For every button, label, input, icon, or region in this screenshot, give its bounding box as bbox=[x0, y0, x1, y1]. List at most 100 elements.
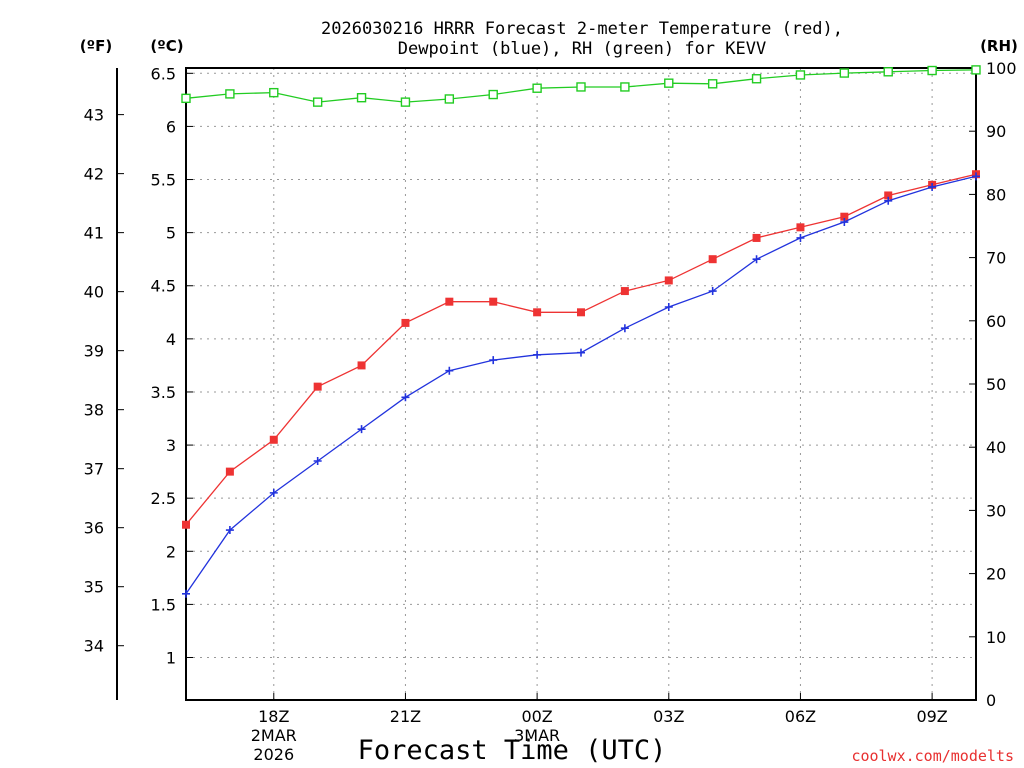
rh-tick-label: 90 bbox=[986, 122, 1006, 141]
fahrenheit-tick-label: 36 bbox=[84, 519, 104, 538]
temperature-point bbox=[752, 233, 761, 242]
x-tick-label: 21Z bbox=[390, 707, 421, 726]
x-axis-title: Forecast Time (UTC) bbox=[358, 735, 667, 766]
celsius-tick-label: 6 bbox=[166, 117, 176, 136]
x-tick-label: 2MAR bbox=[251, 726, 297, 745]
series-rh bbox=[181, 65, 981, 107]
celsius-tick-label: 1.5 bbox=[151, 595, 176, 614]
axes: 1 1.5 2 2.5 3 3.5 4 4.5 5 5.5 6 6.5 34 35 36 37 38 39 40 41… bbox=[84, 59, 1017, 764]
rh-point bbox=[356, 93, 367, 103]
rh-point bbox=[883, 67, 893, 77]
rh-point bbox=[225, 89, 235, 99]
temperature-point bbox=[796, 223, 805, 232]
temperature-point bbox=[313, 382, 322, 391]
temperature-point bbox=[884, 191, 893, 200]
celsius-tick-label: 5.5 bbox=[151, 171, 176, 190]
fahrenheit-tick-label: 42 bbox=[84, 165, 104, 184]
dewpoint-line bbox=[185, 175, 977, 595]
rh-tick-label: 20 bbox=[986, 565, 1006, 584]
fahrenheit-tick-label: 41 bbox=[84, 224, 104, 243]
dewpoint-point bbox=[884, 196, 893, 205]
x-tick-label: 2026 bbox=[253, 745, 294, 764]
fahrenheit-unit-label: (ºF) bbox=[80, 37, 112, 55]
x-tick-label: 18Z bbox=[258, 707, 289, 726]
x-tick-label: 00Z bbox=[521, 707, 552, 726]
rh-point bbox=[576, 82, 586, 92]
temperature-point bbox=[708, 255, 717, 264]
x-tick-label: 03Z bbox=[653, 707, 684, 726]
plot-frame bbox=[185, 67, 977, 701]
celsius-tick-label: 3 bbox=[166, 436, 176, 455]
rh-point bbox=[400, 97, 411, 107]
temperature-point bbox=[489, 297, 498, 306]
temperature-point bbox=[577, 308, 585, 317]
dewpoint-point bbox=[401, 393, 410, 402]
celsius-tick-label: 5 bbox=[166, 224, 176, 243]
dewpoint-point bbox=[708, 287, 717, 296]
temperature-point bbox=[664, 276, 673, 285]
rh-point bbox=[751, 74, 762, 84]
dewpoint-point bbox=[269, 488, 278, 497]
celsius-tick-label: 3.5 bbox=[151, 383, 176, 402]
fahrenheit-tick-label: 35 bbox=[84, 578, 104, 597]
x-tick-label: 3MAR bbox=[514, 726, 560, 745]
chart-title-line1: 2026030216 HRRR Forecast 2-meter Tempera… bbox=[321, 19, 843, 39]
dewpoint-point bbox=[972, 172, 980, 181]
rh-tick-label: 80 bbox=[986, 185, 1006, 204]
celsius-tick-label: 2.5 bbox=[151, 489, 176, 508]
rh-tick-label: 50 bbox=[986, 375, 1006, 394]
dewpoint-point bbox=[182, 589, 190, 598]
temperature-point bbox=[269, 435, 278, 444]
dewpoint-point bbox=[577, 348, 585, 357]
series-temperature bbox=[182, 170, 980, 529]
dewpoint-point bbox=[752, 255, 761, 264]
rh-tick-label: 70 bbox=[986, 249, 1006, 268]
temperature-point bbox=[533, 308, 542, 317]
dewpoint-point bbox=[620, 324, 629, 333]
dewpoint-point bbox=[533, 350, 542, 359]
dewpoint-point bbox=[489, 356, 498, 365]
rh-point bbox=[181, 93, 191, 104]
fahrenheit-tick-label: 39 bbox=[84, 342, 104, 361]
dewpoint-point bbox=[928, 182, 937, 191]
temperature-point bbox=[225, 467, 234, 476]
chart-title-line2: Dewpoint (blue), RH (green) for KEVV bbox=[398, 39, 766, 59]
dewpoint-point bbox=[664, 302, 673, 311]
series-dewpoint bbox=[182, 172, 980, 598]
rh-tick-label: 30 bbox=[986, 501, 1006, 520]
fahrenheit-tick-label: 34 bbox=[84, 637, 104, 656]
temperature-point bbox=[445, 297, 454, 306]
dewpoint-point bbox=[357, 425, 366, 434]
rh-tick-label: 100 bbox=[986, 59, 1017, 78]
x-tick-label: 06Z bbox=[785, 707, 816, 726]
rh-point bbox=[312, 97, 323, 107]
temperature-point bbox=[620, 287, 629, 296]
rh-point bbox=[269, 87, 279, 98]
rh-point bbox=[971, 65, 981, 75]
celsius-tick-label: 2 bbox=[166, 542, 176, 561]
temperature-point bbox=[840, 212, 849, 221]
celsius-tick-label: 4 bbox=[166, 330, 176, 349]
dewpoint-point bbox=[313, 457, 322, 466]
x-tick-label: 09Z bbox=[916, 707, 947, 726]
credit-label: coolwx.com/modelts bbox=[851, 747, 1014, 765]
series-layer bbox=[181, 65, 981, 598]
rh-point bbox=[839, 68, 850, 78]
rh-tick-label: 40 bbox=[986, 438, 1006, 457]
rh-unit-label: (RH) bbox=[980, 37, 1018, 55]
rh-point bbox=[488, 89, 498, 100]
rh-tick-label: 10 bbox=[986, 628, 1006, 647]
fahrenheit-tick-label: 37 bbox=[84, 460, 104, 479]
celsius-tick-label: 1 bbox=[166, 649, 176, 668]
fahrenheit-tick-label: 40 bbox=[84, 283, 104, 302]
fahrenheit-tick-label: 38 bbox=[84, 401, 104, 420]
fahrenheit-tick-label: 43 bbox=[84, 106, 104, 125]
gridlines bbox=[186, 68, 976, 700]
dewpoint-point bbox=[840, 218, 849, 227]
dewpoint-point bbox=[796, 233, 805, 242]
dewpoint-point bbox=[225, 526, 234, 535]
rh-point bbox=[664, 78, 674, 88]
temperature-point bbox=[182, 520, 190, 529]
rh-point bbox=[795, 70, 806, 80]
